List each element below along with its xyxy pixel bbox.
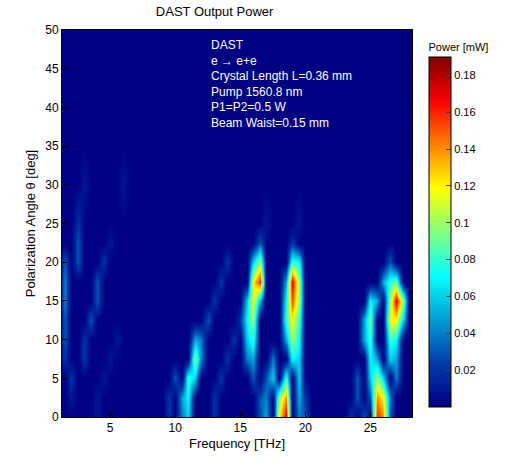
svg-text:Polarization Angle θ [deg]: Polarization Angle θ [deg] [23, 150, 38, 297]
svg-text:10: 10 [169, 421, 183, 435]
svg-text:45: 45 [45, 62, 59, 76]
svg-text:0.04: 0.04 [454, 327, 475, 339]
svg-text:15: 15 [45, 294, 59, 308]
svg-text:0.06: 0.06 [454, 290, 475, 302]
svg-text:0.16: 0.16 [454, 106, 475, 118]
svg-text:5: 5 [107, 421, 114, 435]
svg-text:35: 35 [45, 139, 59, 153]
svg-text:DAST Output Power: DAST Output Power [156, 4, 274, 19]
svg-text:20: 20 [45, 255, 59, 269]
svg-text:Power [mW]: Power [mW] [429, 41, 489, 53]
svg-text:5: 5 [52, 372, 59, 386]
svg-text:20: 20 [299, 421, 313, 435]
svg-text:0: 0 [52, 410, 59, 424]
svg-text:0.12: 0.12 [454, 180, 475, 192]
svg-text:15: 15 [234, 421, 248, 435]
svg-text:0.02: 0.02 [454, 364, 475, 376]
svg-text:25: 25 [45, 217, 59, 231]
svg-text:10: 10 [45, 333, 59, 347]
svg-text:0.1: 0.1 [454, 217, 469, 229]
svg-text:30: 30 [45, 178, 59, 192]
svg-text:Frequency [THz]: Frequency [THz] [189, 436, 285, 451]
svg-text:50: 50 [45, 23, 59, 37]
svg-text:25: 25 [364, 421, 378, 435]
svg-text:0.14: 0.14 [454, 143, 475, 155]
svg-text:40: 40 [45, 101, 59, 115]
svg-text:DASTe → e+eCrystal Length L=0.: DASTe → e+eCrystal Length L=0.36 mmPump … [211, 38, 352, 130]
svg-text:0.08: 0.08 [454, 253, 475, 265]
svg-text:0.18: 0.18 [454, 69, 475, 81]
